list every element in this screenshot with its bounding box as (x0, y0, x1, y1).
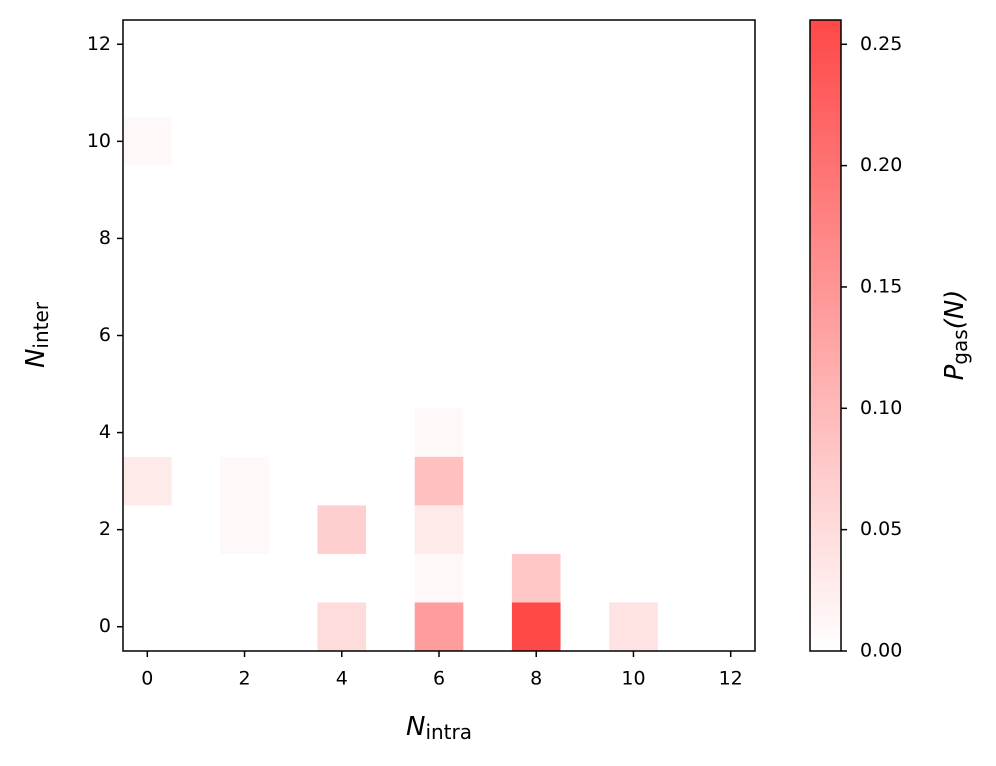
x-tick-label: 12 (719, 668, 743, 690)
heatmap-cell (511, 602, 561, 651)
heatmap-cell (317, 602, 367, 651)
heatmap-cell (414, 408, 464, 457)
heatmap-cell (220, 456, 269, 506)
colorbar-label: Pgas(N) (940, 290, 972, 381)
x-axis-label: Nintra (406, 712, 472, 744)
x-tick-label: 2 (238, 668, 250, 690)
y-tick-label: 6 (99, 324, 111, 346)
colorbar-tick-label: 0.05 (860, 518, 902, 540)
y-tick-label: 2 (99, 518, 111, 540)
heatmap-cell (317, 505, 367, 554)
y-tick-label: 4 (99, 421, 111, 443)
y-tick-label: 8 (99, 227, 111, 249)
y-tick-label: 12 (87, 33, 111, 55)
colorbar-tick-label: 0.10 (860, 397, 902, 419)
heatmap-cell (511, 553, 561, 603)
colorbar (809, 19, 842, 652)
y-tick-label: 10 (87, 130, 111, 152)
y-tick-label: 0 (99, 615, 111, 637)
heatmap-cell (414, 553, 464, 603)
x-tick-label: 8 (530, 668, 542, 690)
x-tick-label: 0 (141, 668, 153, 690)
heatmap-cell (414, 505, 464, 554)
colorbar-tick-label: 0.20 (860, 154, 902, 176)
colorbar-tick-label: 0.25 (860, 33, 902, 55)
heatmap-cell (414, 456, 464, 506)
x-tick-label: 10 (621, 668, 645, 690)
heatmap-cell (123, 456, 172, 506)
heatmap-cell (220, 505, 269, 554)
heatmap-cell (123, 117, 172, 166)
colorbar-tick-label: 0.15 (860, 275, 902, 297)
colorbar-tick-label: 0.00 (860, 640, 902, 662)
heatmap-cell (609, 602, 658, 651)
y-axis-label: Ninter (21, 301, 53, 368)
heatmap-cell (414, 602, 464, 651)
x-tick-label: 4 (336, 668, 348, 690)
x-tick-label: 6 (433, 668, 445, 690)
